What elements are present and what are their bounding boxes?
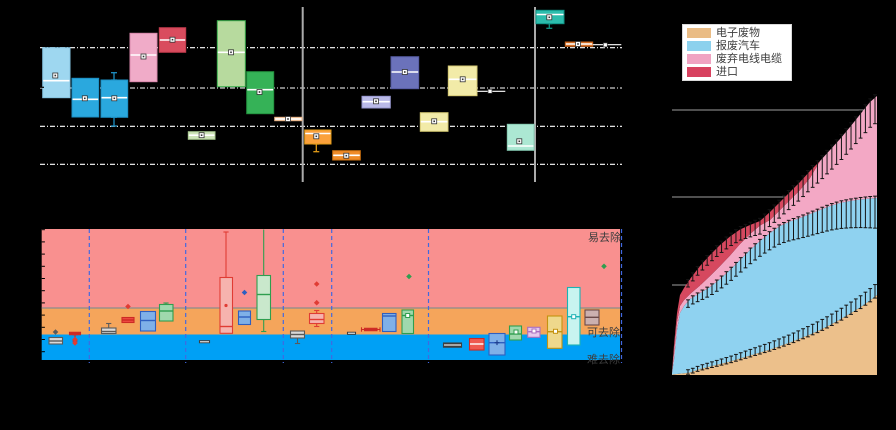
legend: 电子废物 报废汽车 废弃电线电缆 进口 — [682, 24, 792, 81]
mean-marker-dot — [315, 135, 318, 138]
boxplot-box — [139, 310, 157, 332]
flier-diamond — [406, 273, 412, 280]
legend-swatch-imports — [687, 67, 711, 78]
mean-dot — [224, 303, 228, 308]
legend-swatch-waste-cables — [687, 54, 711, 65]
background-band — [41, 308, 620, 335]
mean-marker — [602, 42, 608, 48]
boxplot-box — [100, 327, 117, 335]
legend-label-scrap-cars: 报废汽车 — [716, 38, 760, 52]
mean-marker-dot — [200, 134, 203, 136]
boxplot-box — [401, 309, 415, 335]
boxplot-box — [246, 71, 275, 115]
flier-diamond — [125, 303, 131, 310]
mean-marker-dot — [287, 118, 289, 120]
legend-item: 电子废物 — [683, 26, 791, 39]
legend-label-imports: 进口 — [716, 65, 738, 79]
mean-marker-dot — [433, 120, 435, 123]
legend-item: 废弃电线电缆 — [683, 53, 791, 66]
square-marker — [531, 328, 537, 334]
square-marker — [571, 314, 577, 320]
mean-marker — [487, 88, 493, 94]
boxplot-box — [256, 274, 272, 321]
band-label-hard-remove: 难去除 — [587, 353, 620, 366]
background-band — [41, 229, 620, 308]
band-label-removable: 可去除 — [587, 326, 620, 339]
legend-item: 报废汽车 — [683, 39, 791, 52]
mean-marker-dot — [54, 74, 57, 77]
mean-marker-dot — [461, 78, 464, 81]
legend-label-waste-cables: 废弃电线电缆 — [716, 52, 782, 66]
background-band — [41, 334, 620, 360]
mean-marker-dot — [345, 154, 348, 157]
flier-diamond — [72, 340, 78, 346]
boxplot-box — [158, 303, 174, 322]
flier-diamond — [241, 289, 248, 296]
mean-marker-dot — [548, 16, 551, 19]
area-layer-scrap-cars — [672, 198, 877, 375]
flier-diamond — [601, 263, 607, 270]
flier-diamond — [72, 336, 78, 343]
mean-marker-dot — [404, 71, 406, 73]
flier-diamond — [313, 299, 320, 306]
square-marker — [513, 329, 519, 335]
legend-swatch-ewaste — [687, 27, 711, 38]
boxplot-box — [308, 312, 325, 325]
boxplot-box — [381, 312, 397, 333]
mean-marker-dot — [113, 97, 116, 100]
legend-swatch-scrap-cars — [687, 40, 711, 51]
flier-diamond — [313, 281, 320, 287]
mean-marker-dot — [518, 140, 521, 143]
boxplot-box — [42, 47, 71, 99]
square-marker — [405, 313, 411, 318]
mean-marker-dot — [577, 43, 579, 45]
mean-marker-dot — [230, 51, 232, 54]
mean-marker-dot — [375, 100, 377, 103]
area-layer-waste-cables — [672, 96, 877, 373]
mean-marker-dot — [171, 38, 174, 41]
boxplot-box — [237, 310, 252, 326]
square-marker — [553, 328, 558, 334]
legend-item: 进口 — [683, 66, 791, 79]
mean-marker-dot — [142, 55, 145, 58]
band-label-easy-remove: 易去除 — [588, 231, 621, 244]
legend-label-ewaste: 电子废物 — [716, 25, 760, 39]
area-layer-ewaste — [672, 295, 877, 375]
mean-marker-dot — [258, 91, 261, 93]
mean-marker-dot — [84, 97, 86, 100]
flier-diamond — [52, 329, 59, 335]
